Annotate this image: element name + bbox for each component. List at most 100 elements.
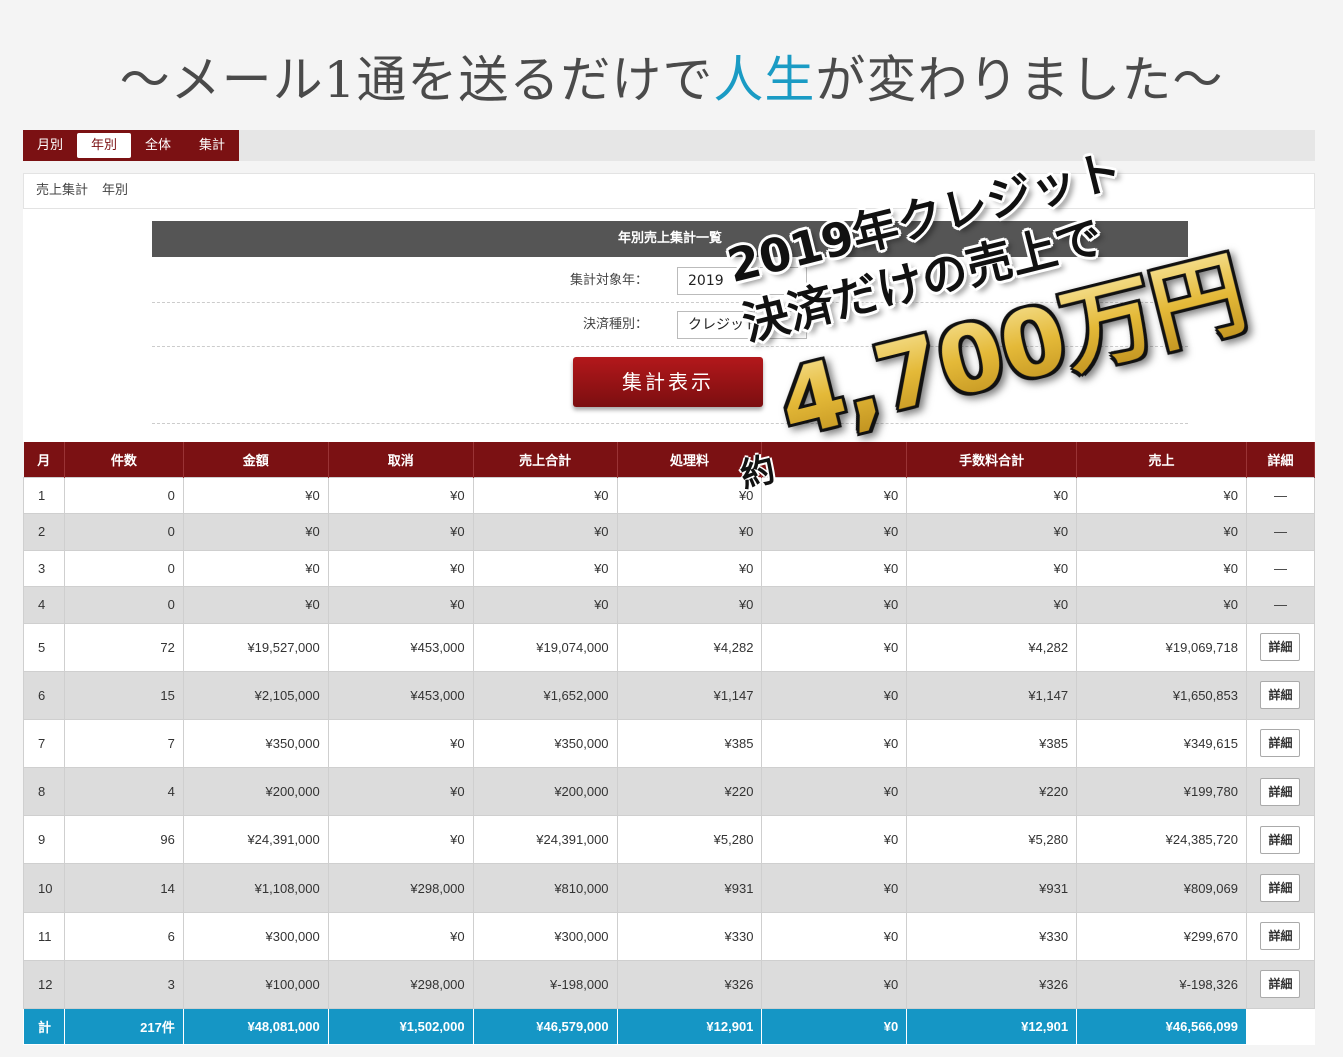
table-row: 10 14 ¥1,108,000 ¥298,000 ¥810,000 ¥931 ¥0 ¥931…	[23, 863, 1316, 913]
tab-yearly[interactable]: 年別	[77, 133, 131, 158]
table-cell: ¥931	[616, 863, 763, 913]
table-cell: ¥19,069,718	[1076, 622, 1247, 672]
total-cell: ¥48,081,000	[182, 1008, 329, 1045]
payment-type-row: 決済種別： クレジット	[152, 303, 1188, 347]
table-cell: ¥0	[327, 815, 474, 865]
table-cell: 72	[63, 622, 184, 672]
cell-month: 5	[23, 622, 65, 672]
table-cell: ¥0	[761, 476, 908, 514]
table-cell: ¥220	[616, 767, 763, 817]
table-cell: 14	[63, 863, 184, 913]
cell-month: 4	[23, 586, 65, 624]
cell-month: 8	[23, 767, 65, 817]
header-sales-total: 売上合計	[473, 442, 618, 477]
table-header-row: 月 件数 金額 取消 売上合計 処理料 手数料合計 売上 詳細	[23, 442, 1316, 477]
table-cell: ¥200,000	[182, 767, 329, 817]
total-cell: ¥1,502,000	[327, 1008, 474, 1045]
detail-button[interactable]: 詳細	[1260, 729, 1301, 758]
table-cell: ¥1,147	[906, 670, 1078, 720]
cell-month: 6	[23, 670, 65, 720]
table-cell: 6	[63, 911, 184, 961]
table-row: 6 15 ¥2,105,000 ¥453,000 ¥1,652,000 ¥1,147 ¥0 ¥…	[23, 670, 1316, 720]
header-count: 件数	[64, 442, 184, 477]
search-panel: 年別売上集計一覧 集計対象年： 2019 決済種別： クレジット 集計表示	[23, 209, 1315, 442]
total-cell: ¥46,579,000	[472, 1008, 618, 1045]
table-cell: ¥0	[761, 586, 908, 624]
table-cell: 15	[63, 670, 184, 720]
cell-month: 1	[23, 476, 65, 514]
table-cell: ¥220	[906, 767, 1078, 817]
detail-button[interactable]: 詳細	[1260, 874, 1301, 903]
table-cell: ¥300,000	[472, 911, 618, 961]
table-cell: ¥330	[906, 911, 1078, 961]
breadcrumb: 売上集計 年別	[23, 173, 1315, 209]
tab-summary[interactable]: 集計	[198, 138, 225, 153]
cell-detail-none: —	[1245, 476, 1316, 514]
headline-prefix: ～メール1通を送るだけで	[119, 51, 714, 109]
payment-type-select[interactable]: クレジット	[677, 311, 807, 339]
table-cell: ¥0	[327, 718, 474, 769]
table-cell: ¥1,650,853	[1076, 670, 1247, 720]
table-cell: ¥5,280	[616, 815, 763, 865]
table-cell: 0	[63, 476, 184, 514]
table-cell: ¥0	[472, 549, 618, 587]
table-cell: ¥0	[182, 586, 329, 624]
detail-button[interactable]: 詳細	[1260, 777, 1301, 806]
table-cell: ¥299,670	[1076, 911, 1247, 961]
table-row: 11 6 ¥300,000 ¥0 ¥300,000 ¥330 ¥0 ¥330 ¥299,670 詳…	[23, 911, 1316, 961]
table-cell: ¥0	[182, 549, 329, 587]
detail-button[interactable]: 詳細	[1260, 922, 1301, 951]
table-cell: ¥0	[761, 513, 908, 551]
table-cell: ¥24,385,720	[1076, 815, 1247, 865]
breadcrumb-sales-summary: 売上集計	[36, 183, 89, 198]
cell-month: 10	[23, 863, 65, 913]
table-cell: ¥0	[1076, 549, 1247, 587]
detail-button[interactable]: 詳細	[1260, 633, 1301, 662]
header-detail: 詳細	[1246, 442, 1316, 477]
table-cell: ¥298,000	[327, 959, 474, 1010]
table-cell: ¥0	[761, 767, 908, 817]
table-cell: ¥19,074,000	[472, 622, 618, 672]
detail-button[interactable]: 詳細	[1260, 970, 1301, 999]
table-cell: ¥1,108,000	[182, 863, 329, 913]
table-cell: ¥0	[761, 718, 908, 769]
header-cancel: 取消	[328, 442, 474, 477]
header-amount: 金額	[183, 442, 329, 477]
table-cell: ¥300,000	[182, 911, 329, 961]
total-cell: ¥12,901	[906, 1008, 1078, 1045]
cell-detail: 詳細	[1245, 622, 1316, 672]
detail-button[interactable]: 詳細	[1260, 681, 1301, 710]
table-cell: ¥0	[906, 549, 1078, 587]
cell-month: 11	[23, 911, 65, 961]
table-cell: ¥0	[472, 476, 618, 514]
table-cell: ¥0	[906, 586, 1078, 624]
table-cell: ¥0	[472, 586, 618, 624]
table-cell: ¥330	[616, 911, 763, 961]
table-cell: ¥810,000	[472, 863, 618, 913]
cell-month: 2	[23, 513, 65, 551]
table-row: 8 4 ¥200,000 ¥0 ¥200,000 ¥220 ¥0 ¥220 ¥199,780 詳細	[23, 767, 1316, 817]
table-cell: ¥24,391,000	[182, 815, 329, 865]
table-cell: ¥-198,000	[472, 959, 618, 1010]
table-cell: ¥5,280	[906, 815, 1078, 865]
tab-all[interactable]: 全体	[144, 138, 171, 153]
table-cell: 0	[63, 586, 184, 624]
table-cell: ¥0	[906, 513, 1078, 551]
detail-button[interactable]: 詳細	[1260, 825, 1301, 854]
cell-detail: 詳細	[1245, 911, 1316, 961]
table-cell: ¥4,282	[906, 622, 1078, 672]
total-cell: ¥12,901	[616, 1008, 763, 1045]
header-hidden	[761, 442, 908, 477]
table-cell: ¥19,527,000	[182, 622, 329, 672]
table-cell: 96	[63, 815, 184, 865]
table-cell: ¥350,000	[472, 718, 618, 769]
cell-month: 3	[23, 549, 65, 587]
table-cell: ¥385	[906, 718, 1078, 769]
year-row: 集計対象年： 2019	[152, 259, 1188, 303]
year-input[interactable]: 2019	[677, 267, 807, 295]
panel-title: 年別売上集計一覧	[152, 221, 1188, 257]
tab-monthly[interactable]: 月別	[36, 138, 63, 153]
breadcrumb-yearly: 年別	[102, 183, 129, 198]
show-summary-button[interactable]: 集計表示	[573, 357, 763, 407]
table-cell: ¥200,000	[472, 767, 618, 817]
